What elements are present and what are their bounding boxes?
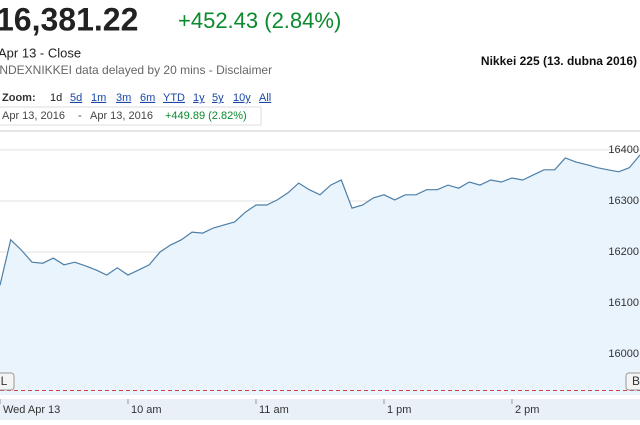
- scroll-right-label[interactable]: B: [632, 374, 640, 388]
- x-axis-band: [0, 399, 640, 420]
- zoom-option[interactable]: 5y: [212, 92, 224, 104]
- x-tick-label: 10 am: [131, 404, 162, 416]
- zoom-option[interactable]: 10y: [233, 92, 251, 104]
- zoom-option[interactable]: 5d: [70, 92, 82, 104]
- price-line: [0, 154, 640, 286]
- y-tick-label: 16000: [608, 348, 639, 360]
- x-tick-label: 11 am: [259, 404, 289, 416]
- scroll-left-button[interactable]: [0, 372, 15, 391]
- scroll-right-button[interactable]: [625, 372, 640, 391]
- y-tick-label: 16400: [608, 144, 639, 156]
- range-to[interactable]: Apr 13, 2016: [90, 110, 153, 122]
- y-tick-label: 16200: [608, 246, 639, 258]
- range-from[interactable]: Apr 13, 2016: [2, 110, 65, 122]
- y-tick-label: 16100: [608, 297, 639, 309]
- y-tick-label: 16300: [608, 195, 639, 207]
- range-change: +449.89 (2.82%): [165, 110, 247, 122]
- zoom-option[interactable]: 3m: [116, 92, 131, 104]
- zoom-option[interactable]: All: [259, 92, 271, 104]
- status: Apr 13 - Close: [0, 45, 81, 60]
- area: [0, 155, 640, 395]
- range-separator: -: [78, 110, 82, 122]
- x-tick-label: 2 pm: [515, 404, 539, 416]
- price: 16,381.22: [0, 1, 138, 37]
- zoom-option[interactable]: 1d: [50, 92, 62, 104]
- chart-caption: Nikkei 225 (13. dubna 2016): [481, 54, 637, 68]
- x-tick-label: Wed Apr 13: [3, 404, 60, 416]
- source[interactable]: INDEXNIKKEI data delayed by 20 mins - Di…: [0, 63, 272, 77]
- zoom-option[interactable]: 6m: [140, 92, 155, 104]
- range-box: [0, 106, 262, 126]
- zoom-option[interactable]: YTD: [163, 92, 185, 104]
- zoom-options: 1d 5d 1m 3m 6m YTD 1y 5y 10y All: [50, 92, 271, 104]
- x-tick-label: 1 pm: [387, 404, 411, 416]
- plot: 16000 16100 16200 16300 16400 Wed Apr 13 10 am…: [0, 144, 640, 416]
- zoom-option[interactable]: 1m: [91, 92, 106, 104]
- zoom-label: Zoom:: [2, 92, 36, 104]
- zoom-option[interactable]: 1y: [193, 92, 205, 104]
- scroll-left-label[interactable]: L: [1, 374, 8, 388]
- price-change: +452.43 (2.84%): [178, 8, 341, 33]
